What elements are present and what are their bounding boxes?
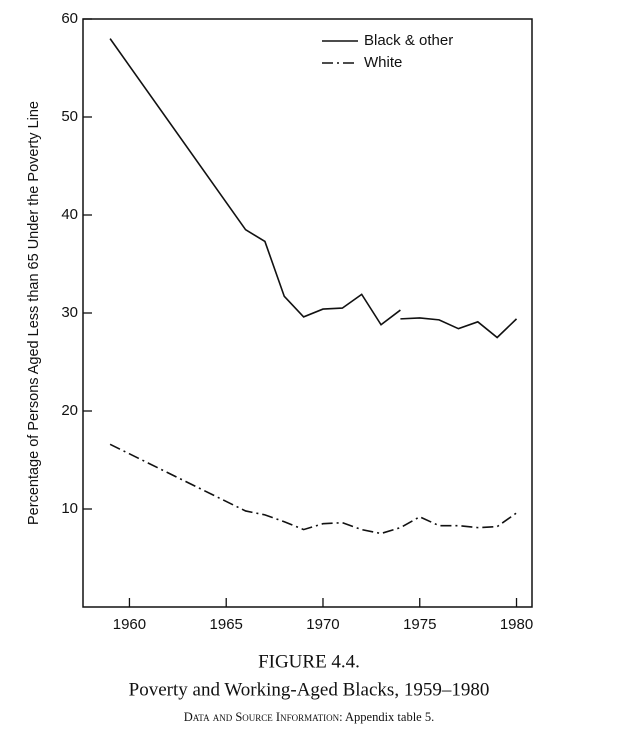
figure-title: Poverty and Working-Aged Blacks, 1959–19… xyxy=(129,679,490,700)
x-tick-label: 1980 xyxy=(500,616,533,633)
y-tick-label: 10 xyxy=(61,500,78,517)
x-tick-label: 1960 xyxy=(113,616,146,633)
y-axis-label: Percentage of Persons Aged Less than 65 … xyxy=(26,101,42,525)
source-note: Data and Source Information: Appendix ta… xyxy=(184,710,434,724)
series-line xyxy=(109,38,518,339)
plot-frame xyxy=(82,18,533,608)
legend-label: White xyxy=(364,54,402,71)
figure-label: FIGURE 4.4. xyxy=(258,651,360,672)
x-tick-label: 1965 xyxy=(210,616,243,633)
legend-label: Black & other xyxy=(364,32,453,49)
y-tick-label: 50 xyxy=(61,108,78,125)
x-tick-label: 1975 xyxy=(403,616,436,633)
y-tick-label: 20 xyxy=(61,402,78,419)
y-tick-label: 40 xyxy=(61,206,78,223)
y-tick-label: 60 xyxy=(61,10,78,27)
y-tick-label: 30 xyxy=(61,304,78,321)
source-prefix: Data and Source Information: xyxy=(184,710,343,724)
x-tick-label: 1970 xyxy=(306,616,339,633)
series-line xyxy=(109,443,517,535)
source-text: Appendix table 5. xyxy=(345,710,434,724)
